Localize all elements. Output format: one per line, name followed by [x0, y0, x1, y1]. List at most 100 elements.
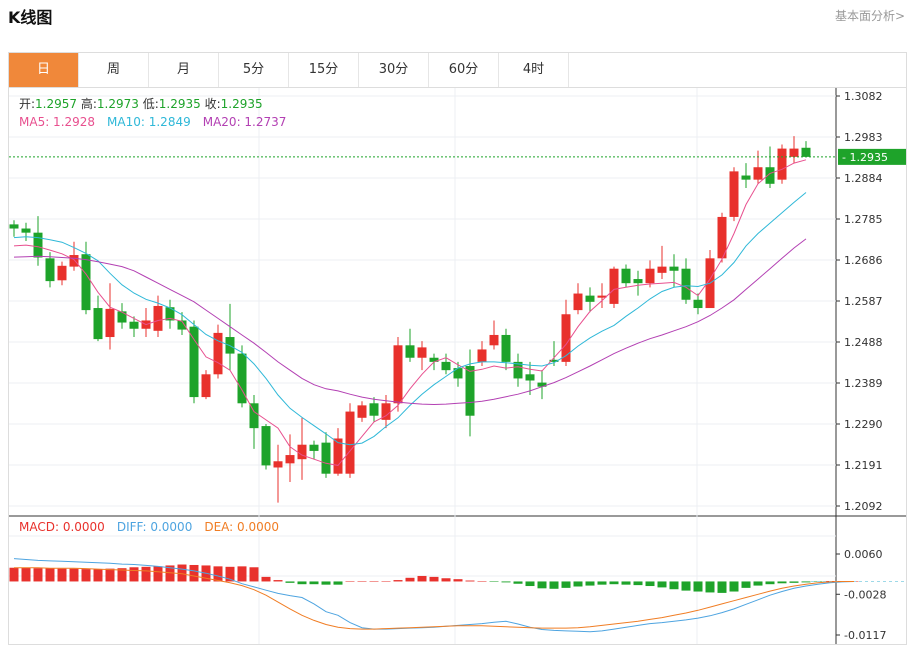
candle-body	[801, 147, 811, 157]
candle-body	[645, 268, 655, 284]
tab-5[interactable]: 30分	[359, 53, 429, 87]
ohlc-label: 开:1.2957 高:1.2973 低:1.2935 收:1.2935	[19, 96, 263, 111]
candle	[681, 258, 691, 304]
candle-body	[81, 254, 91, 311]
candle	[777, 144, 787, 184]
tab-4[interactable]: 15分	[289, 53, 359, 87]
candle	[309, 440, 319, 460]
macd-bar	[477, 581, 487, 582]
dea-value-label: DEA: 0.0000	[204, 520, 279, 534]
candle	[645, 260, 655, 288]
candle-body	[189, 326, 199, 398]
macd-bar	[45, 568, 55, 582]
candle	[153, 295, 163, 338]
macd-bar	[69, 568, 79, 582]
price-tick-label: 1.2983	[844, 131, 883, 144]
candle-body	[741, 175, 751, 180]
candle-body	[537, 382, 547, 387]
tab-3[interactable]: 5分	[219, 53, 289, 87]
candle	[609, 266, 619, 309]
macd-bar	[357, 581, 367, 582]
ohlc-open: 1.2957	[35, 97, 77, 111]
macd-bar	[525, 581, 535, 587]
candle-body	[129, 321, 139, 329]
candle-body	[501, 334, 511, 362]
candle	[225, 303, 235, 371]
candle-body	[789, 148, 799, 157]
candle	[105, 283, 115, 350]
candle	[237, 345, 247, 408]
candle-body	[177, 320, 187, 330]
macd-bar	[453, 579, 463, 582]
candle	[789, 136, 799, 164]
candle-body	[21, 228, 31, 233]
chart-container: 1.3082 1.2983 1.2884 1.2785 1.2686 1.2587 1.24…	[8, 88, 907, 645]
macd-tick-label: 0.0060	[844, 548, 883, 561]
ma10-line	[13, 192, 807, 446]
candle	[189, 320, 199, 404]
macd-bar	[189, 564, 199, 582]
candle-body	[429, 357, 439, 362]
candle-body	[381, 403, 391, 420]
macd-bar	[417, 575, 427, 582]
macd-bar	[273, 580, 283, 582]
candle-body	[57, 265, 67, 281]
price-tick-label: 1.2191	[844, 459, 883, 472]
candle-body	[93, 308, 103, 340]
candle	[441, 353, 451, 375]
candle	[9, 220, 19, 237]
candle	[321, 432, 331, 478]
candle	[45, 252, 55, 288]
price-axis: 1.3082 1.2983 1.2884 1.2785 1.2686 1.2587 1.24…	[9, 90, 906, 513]
macd-bar	[393, 580, 403, 582]
macd-bar	[309, 581, 319, 585]
indicator-labels: 开:1.2957 高:1.2973 低:1.2935 收:1.2935MA5: …	[19, 96, 286, 534]
price-tick-label: 1.2686	[844, 254, 883, 267]
candle-body	[681, 268, 691, 300]
candle-body	[573, 293, 583, 311]
macd-bar	[33, 568, 43, 582]
macd-bar	[717, 581, 727, 593]
macd-bar	[513, 581, 523, 584]
candle-body	[609, 268, 619, 304]
candle	[165, 299, 175, 329]
candle-body	[597, 295, 607, 298]
tab-7[interactable]: 4时	[499, 53, 569, 87]
candle-body	[765, 167, 775, 184]
grid-lines	[9, 88, 906, 644]
candle-body	[249, 403, 259, 429]
candle-body	[465, 366, 475, 416]
candle-body	[753, 167, 763, 180]
candle-body	[273, 461, 283, 468]
candle-body	[621, 268, 631, 284]
diff-value-label: DIFF: 0.0000	[117, 520, 193, 534]
candle	[393, 337, 403, 412]
macd-bar	[129, 567, 139, 582]
candle	[21, 222, 31, 241]
price-tick-label: 1.3082	[844, 90, 883, 103]
candle-body	[585, 295, 595, 302]
price-tick-label: 1.2587	[844, 295, 883, 308]
macd-bar	[441, 578, 451, 582]
tab-1[interactable]: 周	[79, 53, 149, 87]
candle-body	[489, 334, 499, 346]
tab-6[interactable]: 60分	[429, 53, 499, 87]
macd-tick-label: -0.0117	[844, 629, 886, 642]
candle-body	[345, 411, 355, 474]
candle-body	[669, 266, 679, 271]
macd-bar	[489, 581, 499, 582]
candle-body	[69, 255, 79, 267]
macd-bar	[597, 581, 607, 585]
candle	[717, 212, 727, 263]
candle	[333, 428, 343, 476]
tab-2[interactable]: 月	[149, 53, 219, 87]
macd-bar	[405, 577, 415, 582]
ma20-line	[13, 238, 807, 406]
candles-layer	[9, 136, 811, 503]
candle-body	[117, 311, 127, 323]
period-tabs: 日周月 5分 15分 30分 60分 4时	[8, 52, 907, 88]
candle	[369, 397, 379, 422]
macd-bar	[381, 581, 391, 582]
fundamental-analysis-link[interactable]: 基本面分析>	[834, 9, 905, 23]
tab-0[interactable]: 日	[9, 53, 79, 87]
